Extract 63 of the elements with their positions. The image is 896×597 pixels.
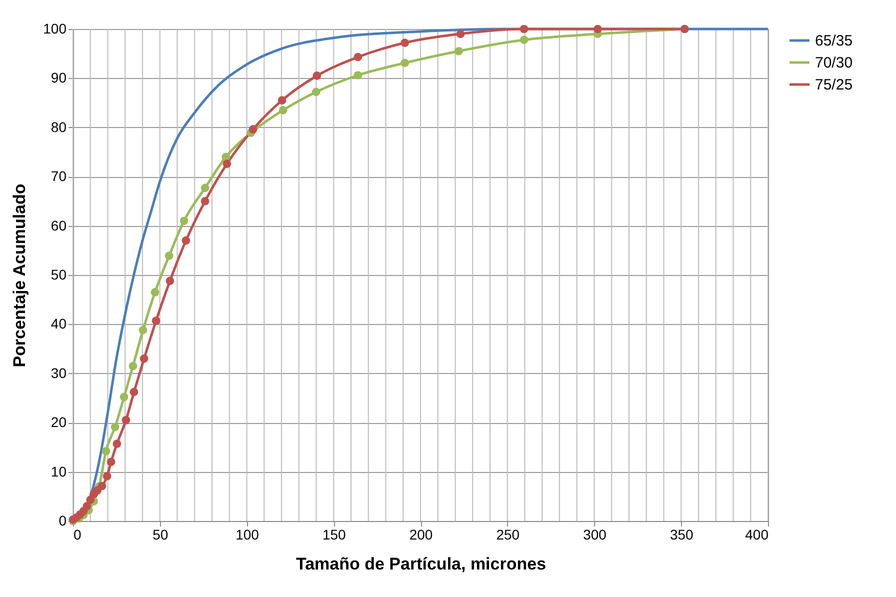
point bbox=[180, 216, 188, 226]
point bbox=[520, 24, 528, 34]
point bbox=[112, 440, 122, 448]
y-tick-label: 30 bbox=[50, 364, 67, 381]
point bbox=[98, 482, 106, 490]
point bbox=[152, 316, 160, 325]
point bbox=[594, 24, 602, 34]
x-tick-label: 350 bbox=[670, 526, 694, 542]
x-axis-title: Tamaño de Partícula, micrones bbox=[296, 554, 546, 574]
point bbox=[82, 502, 92, 510]
y-tick-label: 50 bbox=[50, 266, 67, 282]
y-tick-label: 10 bbox=[50, 463, 67, 480]
point bbox=[102, 472, 112, 480]
point bbox=[150, 288, 160, 296]
x-tick-label: 100 bbox=[236, 526, 260, 542]
point bbox=[120, 392, 128, 402]
y-tick-label: 20 bbox=[50, 414, 67, 430]
point bbox=[200, 184, 210, 192]
point bbox=[222, 152, 230, 162]
point bbox=[456, 30, 465, 38]
y-axis-title: Porcentaje Acumulado bbox=[10, 184, 30, 368]
y-tick-label: 60 bbox=[50, 217, 67, 234]
point bbox=[278, 96, 286, 105]
y-tick-label: 70 bbox=[50, 168, 67, 184]
point bbox=[222, 160, 232, 168]
point bbox=[110, 422, 120, 432]
point bbox=[166, 276, 174, 286]
point bbox=[106, 458, 116, 466]
x-tick-label: 300 bbox=[583, 526, 607, 542]
point bbox=[86, 496, 95, 504]
point bbox=[312, 88, 320, 96]
y-tick-label: 80 bbox=[50, 118, 67, 135]
point bbox=[248, 125, 258, 134]
point bbox=[454, 46, 463, 56]
point bbox=[400, 58, 410, 68]
y-tick-label: 100 bbox=[43, 20, 67, 36]
legend-label: 75/25 bbox=[815, 76, 853, 94]
x-tick-label: 200 bbox=[409, 526, 433, 542]
point bbox=[354, 52, 362, 62]
x-tick-label: 250 bbox=[496, 526, 520, 542]
point bbox=[128, 362, 138, 370]
point bbox=[102, 446, 110, 456]
point bbox=[130, 388, 138, 396]
x-tick-label: 400 bbox=[745, 526, 769, 542]
point bbox=[138, 326, 148, 334]
point bbox=[200, 197, 210, 206]
x-tick-label: 0 bbox=[74, 526, 82, 542]
x-tick-label: 50 bbox=[152, 526, 168, 542]
point bbox=[182, 236, 190, 245]
point bbox=[312, 72, 322, 80]
legend-label: 70/30 bbox=[815, 54, 853, 72]
point bbox=[122, 416, 130, 424]
point bbox=[354, 71, 362, 80]
x-tick-label: 150 bbox=[322, 526, 346, 542]
legend-label: 65/35 bbox=[815, 32, 853, 50]
point bbox=[140, 354, 148, 363]
y-tick-label: 90 bbox=[50, 70, 67, 86]
point bbox=[520, 36, 528, 44]
y-tick-label: 0 bbox=[58, 512, 67, 528]
y-tick-label: 40 bbox=[50, 316, 67, 332]
point bbox=[164, 252, 174, 260]
point bbox=[400, 38, 410, 47]
point bbox=[278, 106, 288, 114]
